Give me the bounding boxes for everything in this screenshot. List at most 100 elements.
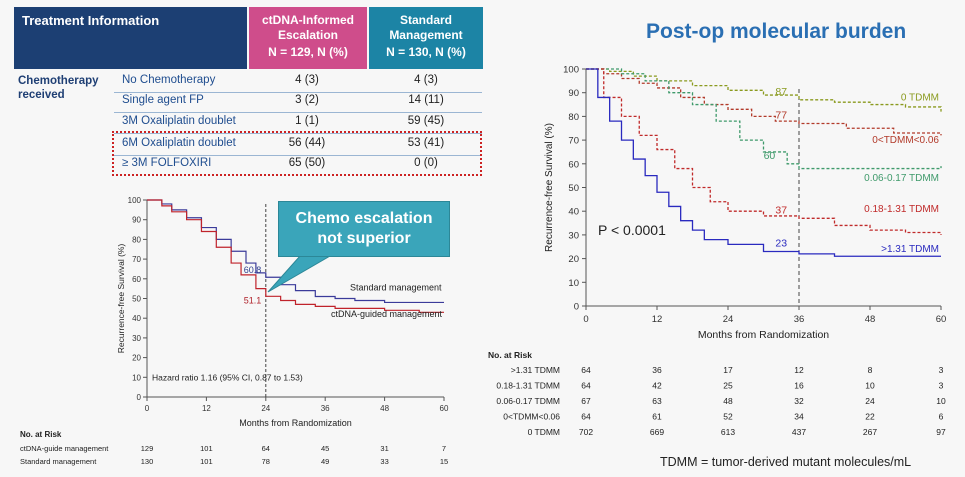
risk-cell: 669: [650, 427, 664, 437]
table-cell-ctdna: 56 (44): [288, 137, 326, 149]
table-row-label: ≥ 3M FOLFOXIRI: [122, 157, 212, 169]
risk-cell: 8: [868, 365, 873, 375]
header-ctdna-line2: Escalation: [277, 28, 339, 42]
risk-cell: 64: [262, 444, 270, 453]
table-divider: [114, 92, 482, 93]
table-divider: [114, 133, 482, 134]
y-tick-label: 10: [568, 278, 579, 289]
series-line--1-31-tdmm: [586, 68, 941, 257]
table-row-label: No Chemotherapy: [122, 74, 216, 86]
table-cell-standard: 59 (45): [407, 115, 445, 127]
header-std-n: N = 130, N (%): [386, 45, 466, 59]
y-tick-label: 100: [563, 65, 579, 76]
risk-cell: 31: [380, 444, 388, 453]
p-value: P < 0.0001: [598, 222, 666, 238]
risk-cell: 64: [581, 365, 591, 375]
y-tick-label: 100: [128, 196, 142, 205]
y-tick-label: 20: [568, 254, 579, 265]
table-header-ctdna: ctDNA-Informed Escalation N = 129, N (%): [249, 7, 367, 69]
x-axis-title: Months from Randomization: [239, 418, 352, 428]
risk-cell: 32: [794, 396, 804, 406]
y-axis-title: Recurrence-free Survival (%): [544, 123, 555, 252]
risk-cell: 36: [652, 365, 662, 375]
footnote: TDMM = tumor-derived mutant molecules/mL: [660, 455, 912, 469]
table-cell-ctdna: 4 (3): [295, 74, 319, 86]
risk-cell: 52: [723, 412, 733, 422]
group-label-line1: Chemotherapy: [18, 75, 99, 87]
risk-cell: 25: [723, 381, 733, 391]
annotation-standard-value: 60.8: [244, 265, 262, 275]
risk-cell: 3: [939, 365, 944, 375]
risk-cell: 6: [939, 412, 944, 422]
series-line-0-tdmm-0-06: [586, 68, 942, 136]
y-tick-label: 80: [132, 235, 141, 244]
x-tick-label: 48: [865, 314, 876, 325]
header-std-line2: Management: [389, 28, 463, 42]
risk-cell: 130: [141, 457, 154, 466]
x-tick-label: 12: [202, 404, 211, 413]
y-tick-label: 90: [132, 216, 141, 225]
risk-cell: 64: [581, 412, 591, 422]
risk-cell: 48: [723, 396, 733, 406]
series-line-0-tdmm: [586, 68, 942, 112]
risk-cell: 101: [200, 457, 213, 466]
right-title: Post-op molecular burden: [646, 20, 907, 43]
risk-cell: 16: [794, 381, 804, 391]
x-tick-label: 48: [380, 404, 389, 413]
risk-row-label: 0<TDMM<0.06: [503, 412, 560, 422]
risk-cell: 34: [794, 412, 804, 422]
group-label-line2: received: [18, 89, 65, 101]
risk-cell: 67: [581, 396, 591, 406]
annotation-value: 60: [764, 150, 776, 162]
series-line-ctdna-guided-management: [147, 199, 444, 313]
risk-cell: 24: [865, 396, 875, 406]
risk-table-title: No. at Risk: [20, 430, 62, 439]
x-tick-label: 24: [261, 404, 270, 413]
annotation-value: 87: [775, 86, 787, 98]
x-tick-label: 24: [723, 314, 734, 325]
y-tick-label: 0: [137, 393, 142, 402]
risk-cell: 97: [936, 427, 946, 437]
y-tick-label: 30: [132, 334, 141, 343]
table-header-standard: Standard Management N = 130, N (%): [369, 7, 483, 69]
table-row-label: 3M Oxaliplatin doublet: [122, 115, 236, 127]
left-km-chart: 0 10 20 30 40 50 60 70 80 90 100 0 12 24 36 48 60 Months …: [20, 196, 449, 466]
risk-cell: 267: [863, 427, 877, 437]
callout-line1: Chemo escalation: [295, 210, 433, 227]
risk-row-label: 0.18-1.31 TDMM: [496, 381, 560, 391]
risk-cell: 22: [865, 412, 875, 422]
series-line-0-06-0-17-tdmm: [586, 68, 942, 170]
group-label: Chemotherapy received: [18, 74, 99, 102]
risk-cell: 78: [262, 457, 270, 466]
risk-cell: 12: [794, 365, 804, 375]
x-tick-label: 36: [794, 314, 805, 325]
series-label: 0.18-1.31 TDMM: [864, 204, 939, 215]
risk-cell: 3: [939, 381, 944, 391]
risk-cell: 45: [321, 444, 329, 453]
risk-cell: 33: [380, 457, 388, 466]
annotation-value: 23: [775, 237, 787, 249]
risk-cell: 613: [721, 427, 735, 437]
y-tick-label: 40: [132, 314, 141, 323]
table-divider: [114, 155, 482, 156]
y-tick-label: 0: [574, 302, 579, 313]
y-tick-label: 80: [568, 112, 579, 123]
y-tick-label: 70: [132, 255, 141, 264]
annotation-value: 77: [775, 110, 787, 122]
y-tick-label: 60: [568, 159, 579, 170]
header-ctdna-n: N = 129, N (%): [268, 45, 348, 59]
legend-ctdna: ctDNA-guided management: [331, 309, 443, 319]
x-tick-label: 60: [936, 314, 947, 325]
table-cell-ctdna: 1 (1): [295, 115, 319, 127]
table-cell-standard: 14 (11): [408, 94, 444, 106]
y-tick-label: 20: [132, 354, 141, 363]
y-tick-label: 70: [568, 136, 579, 147]
y-tick-label: 50: [568, 183, 579, 194]
table-cell-ctdna: 3 (2): [295, 94, 319, 106]
risk-cell: 10: [865, 381, 875, 391]
risk-cell: 42: [652, 381, 662, 391]
y-tick-label: 10: [132, 373, 141, 382]
y-axis-title: Recurrence-free Survival (%): [116, 244, 126, 354]
x-tick-label: 12: [652, 314, 663, 325]
